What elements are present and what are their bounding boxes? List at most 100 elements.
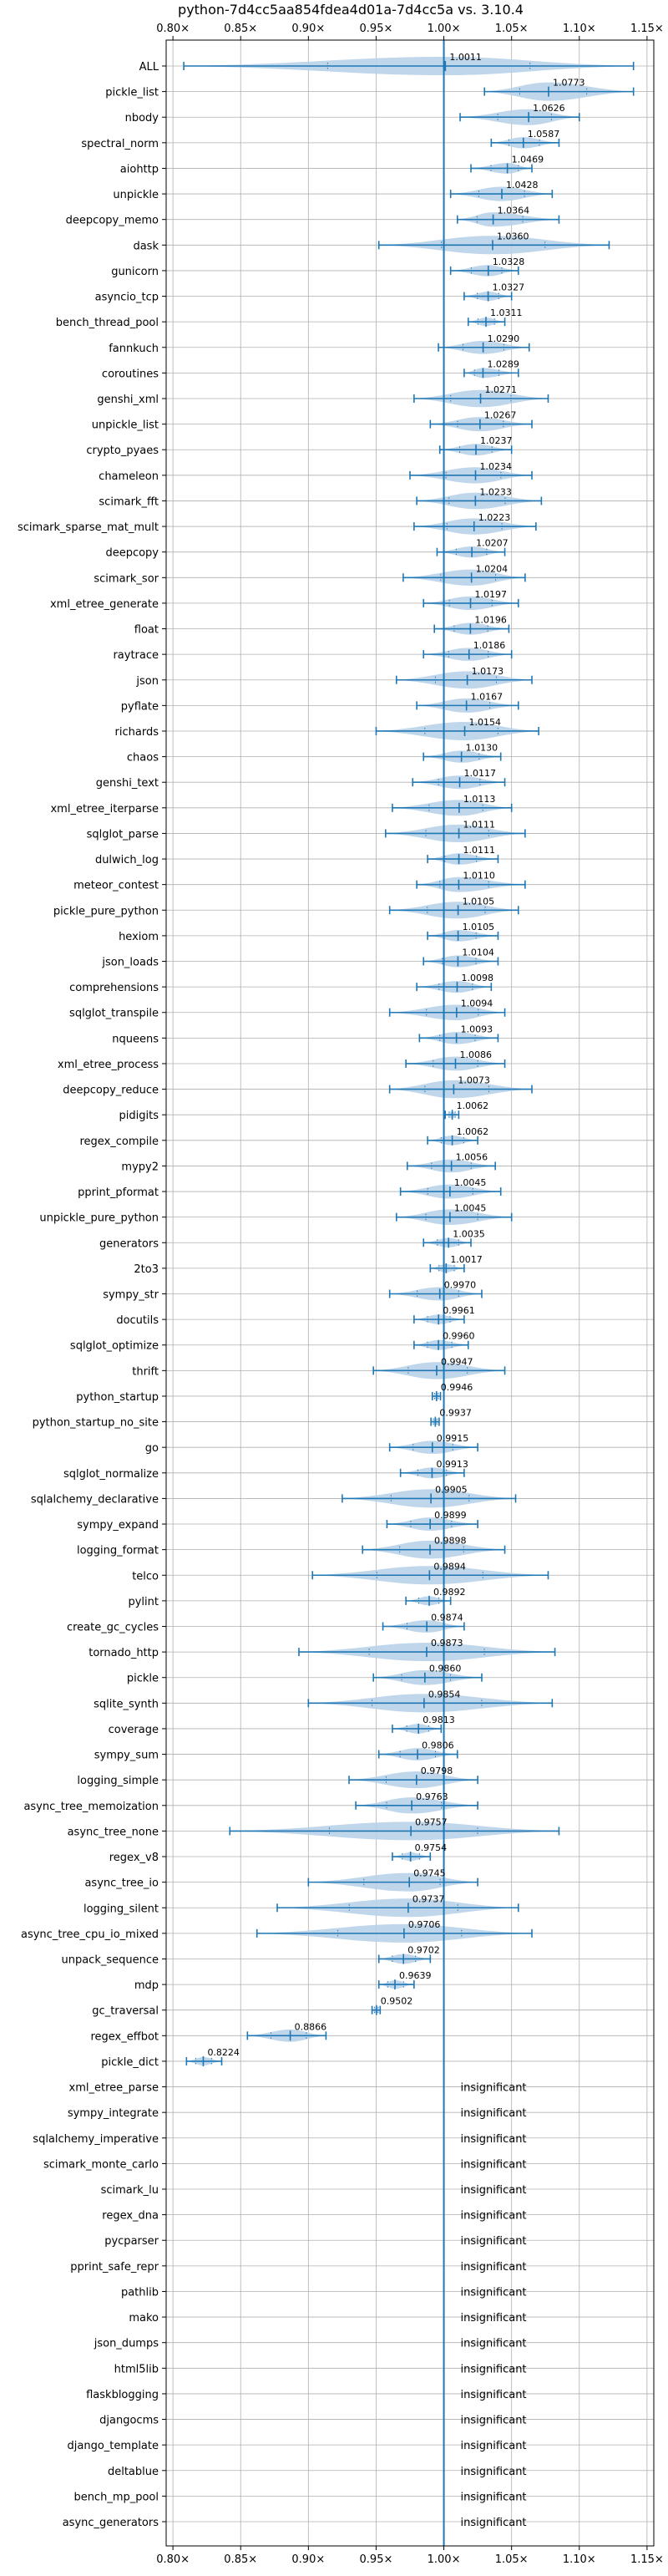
value-label: 1.0093 [461,1024,493,1034]
value-label: 1.0045 [454,1203,487,1214]
y-tick-label: spectral_norm [81,138,159,150]
value-label: 0.9970 [444,1280,477,1291]
y-tick-label: pprint_pformat [78,1186,159,1199]
y-tick-label: chaos [127,752,159,765]
y-tick-label: regex_dna [102,2210,159,2223]
y-tick-label: djangocms [99,2415,159,2427]
insignificant-label: insignificant [461,2415,527,2427]
y-tick-label: docutils [116,1314,159,1327]
y-tick-label: 2to3 [134,1263,159,1276]
value-label: 0.9502 [381,1996,413,2007]
insignificant-label: insignificant [461,2133,527,2146]
y-tick-label: pickle [127,1673,159,1685]
y-tick-label: nbody [125,112,159,124]
labels: 1.0011 1.0773 1.0626 1.0587 1.0469 1.0428 1.03… [207,52,584,2529]
insignificant-label: insignificant [461,2440,527,2452]
y-tick-label: create_gc_cycles [67,1621,159,1633]
value-label: 0.9737 [412,1893,445,1904]
y-tick-label: generators [99,1237,159,1250]
y-tick-label: pickle_pure_python [53,905,159,917]
value-label: 0.9813 [423,1715,454,1725]
y-tick-label: scimark_sor [94,572,159,585]
y-tick-label: nqueens [112,1033,159,1045]
y-tick-label: comprehensions [69,982,159,994]
value-label: 1.0197 [475,589,508,600]
value-label: 0.9892 [433,1587,466,1598]
y-tick-label: sqlite_synth [94,1698,159,1710]
y-tick-label: logging_silent [84,1903,159,1915]
value-label: 1.0428 [506,180,539,191]
insignificant-label: insignificant [461,2158,527,2171]
y-tick-label: hexiom [119,931,159,943]
x-tick-label-bottom: 1.10× [563,2553,596,2566]
value-label: 1.0094 [461,998,493,1009]
value-label: 0.9860 [429,1664,462,1674]
y-tick-label: mdp [134,1979,159,1992]
y-tick-label: pycparser [104,2235,159,2248]
value-label: 0.9894 [433,1561,466,1572]
value-label: 1.0105 [463,896,495,907]
insignificant-label: insignificant [461,2107,527,2120]
value-label: 0.9913 [436,1459,468,1470]
y-tick-label: ALL [139,61,159,74]
y-tick-label: unpickle_list [92,419,159,432]
value-label: 1.0328 [493,257,525,267]
y-tick-label: sqlalchemy_declarative [31,1493,159,1506]
y-tick-label: gunicorn [111,266,159,278]
y-tick-label: bench_mp_pool [73,2491,159,2503]
y-tick-label: async_tree_cpu_io_mixed [21,1928,159,1941]
value-label: 1.0196 [474,615,507,626]
y-tick-label: meteor_contest [73,880,159,892]
value-label: 0.9873 [431,1638,463,1649]
y-tick-label: crypto_pyaes [86,445,159,457]
y-tick-label: logging_simple [77,1775,159,1787]
insignificant-label: insignificant [461,2363,527,2375]
value-label: 0.9947 [441,1356,473,1367]
y-tick-label: tornado_http [89,1647,159,1659]
y-tick-label: sympy_integrate [68,2107,159,2120]
y-tick-label: unpickle_pure_python [39,1212,159,1225]
x-tick-label-top: 1.05× [495,23,529,35]
y-tick-label: python_startup [76,1391,159,1404]
y-tick-label: xml_etree_iterparse [50,803,159,815]
y-tick-label: fannkuch [109,343,159,355]
y-tick-label: mypy2 [121,1161,159,1173]
value-label: 1.0207 [476,538,509,549]
y-tick-label: django_template [68,2440,159,2452]
y-tick-label: coverage [109,1724,159,1736]
value-label: 0.9961 [443,1305,475,1316]
x-tick-label-top: 1.10× [563,23,596,35]
value-label: 1.0267 [484,410,517,421]
x-tick-label-bottom: 0.90× [291,2553,325,2566]
value-label: 1.0113 [463,794,496,805]
y-tick-label: sqlglot_optimize [70,1340,159,1353]
y-tick-label: sympy_expand [77,1519,159,1532]
value-label: 1.0469 [512,154,544,165]
y-tick-label: async_generators [63,2517,159,2529]
value-label: 1.0098 [461,973,493,983]
y-tick-label: float [134,624,159,637]
y-tick-label: regex_compile [79,1136,159,1148]
value-label: 0.9960 [443,1331,475,1342]
y-tick-label: aiohttp [120,163,159,175]
y-tick-label: json [135,675,159,688]
y-tick-label: sqlglot_transpile [69,1008,159,1020]
y-tick-label: thrift [132,1365,159,1378]
value-label: 1.0086 [460,1049,493,1060]
y-tick-label: unpickle [113,189,159,201]
value-label: 1.0110 [463,871,495,882]
y-tick-label: regex_effbot [90,2030,159,2043]
value-label: 1.0111 [463,845,496,856]
y-tick-label: logging_format [77,1545,159,1557]
x-tick-label-top: 0.80× [156,23,190,35]
value-label: 1.0105 [463,922,495,932]
x-tick-label-bottom: 1.00× [428,2553,461,2566]
value-label: 1.0626 [533,103,565,114]
y-tick-label: sympy_str [103,1289,159,1302]
x-tick-label-bottom: 1.05× [495,2553,529,2566]
y-tick-label: deepcopy [105,547,159,560]
value-label: 1.0011 [449,52,482,63]
y-tick-label: scimark_lu [101,2184,159,2197]
